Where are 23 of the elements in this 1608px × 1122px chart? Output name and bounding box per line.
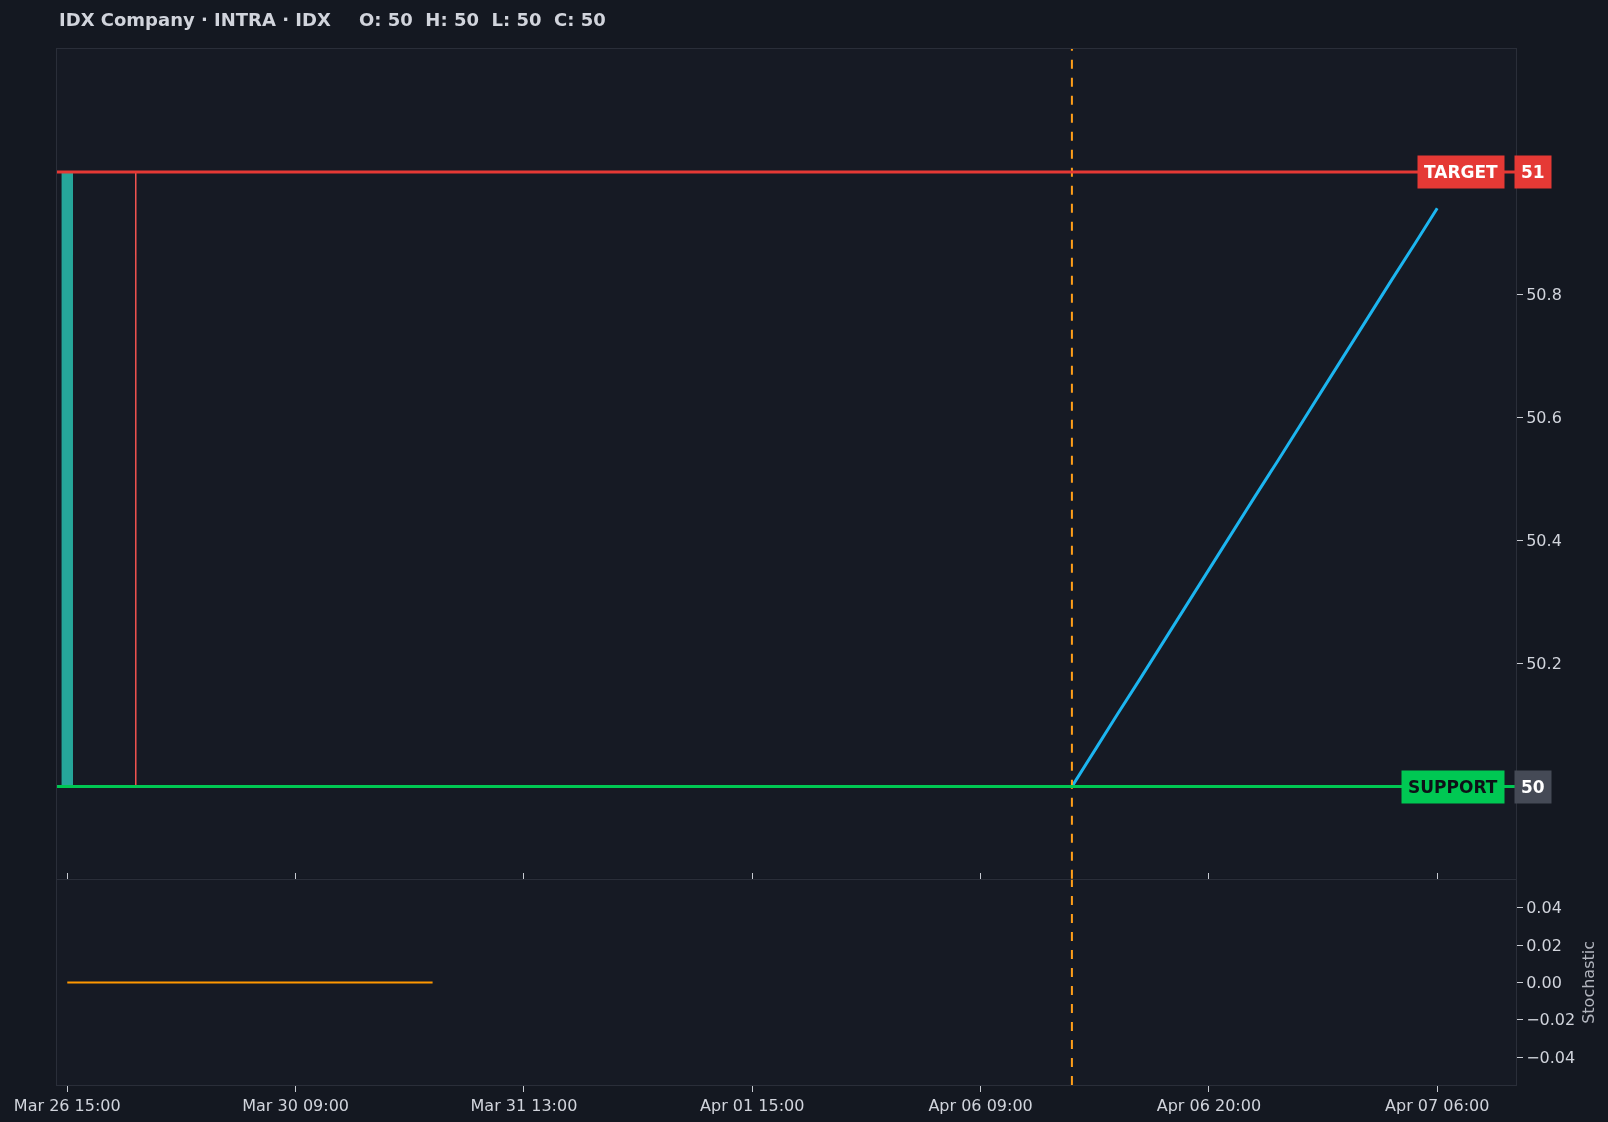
y-axis-title: Stochastic — [1578, 940, 1598, 1024]
y-tick-label: 50.2 — [1526, 654, 1562, 674]
x-tick-label: Mar 31 13:00 — [470, 1096, 578, 1116]
ref-line-label: TARGET — [1424, 162, 1499, 182]
y-tick-label: 50.6 — [1526, 408, 1562, 428]
y-tick-label: 0.00 — [1526, 973, 1562, 992]
x-tick-label: Mar 30 09:00 — [242, 1096, 350, 1116]
x-tick-label: Apr 06 20:00 — [1156, 1096, 1262, 1116]
annotation: 50 — [1521, 777, 1545, 797]
y-tick-label: −0.04 — [1526, 1047, 1576, 1067]
chart-subtitle: O: 50 H: 50 L: 50 C: 50 — [359, 9, 606, 30]
y-tick-label: 0.02 — [1526, 935, 1562, 955]
ref-line-label: SUPPORT — [1408, 777, 1498, 797]
x-tick-label: Apr 07 06:00 — [1385, 1096, 1490, 1116]
chart-title: IDX Company · INTRA · IDX — [59, 9, 331, 30]
x-tick-label: Mar 26 15:00 — [13, 1096, 121, 1116]
x-tick-label: Apr 06 09:00 — [928, 1096, 1033, 1116]
annotation: 51 — [1521, 162, 1545, 182]
y-tick-label: 50.8 — [1526, 285, 1562, 305]
y-tick-label: 50.4 — [1526, 531, 1562, 551]
y-tick-label: 0.04 — [1526, 898, 1562, 918]
y-tick-label: −0.02 — [1526, 1010, 1576, 1030]
x-tick-label: Apr 01 15:00 — [700, 1096, 805, 1116]
